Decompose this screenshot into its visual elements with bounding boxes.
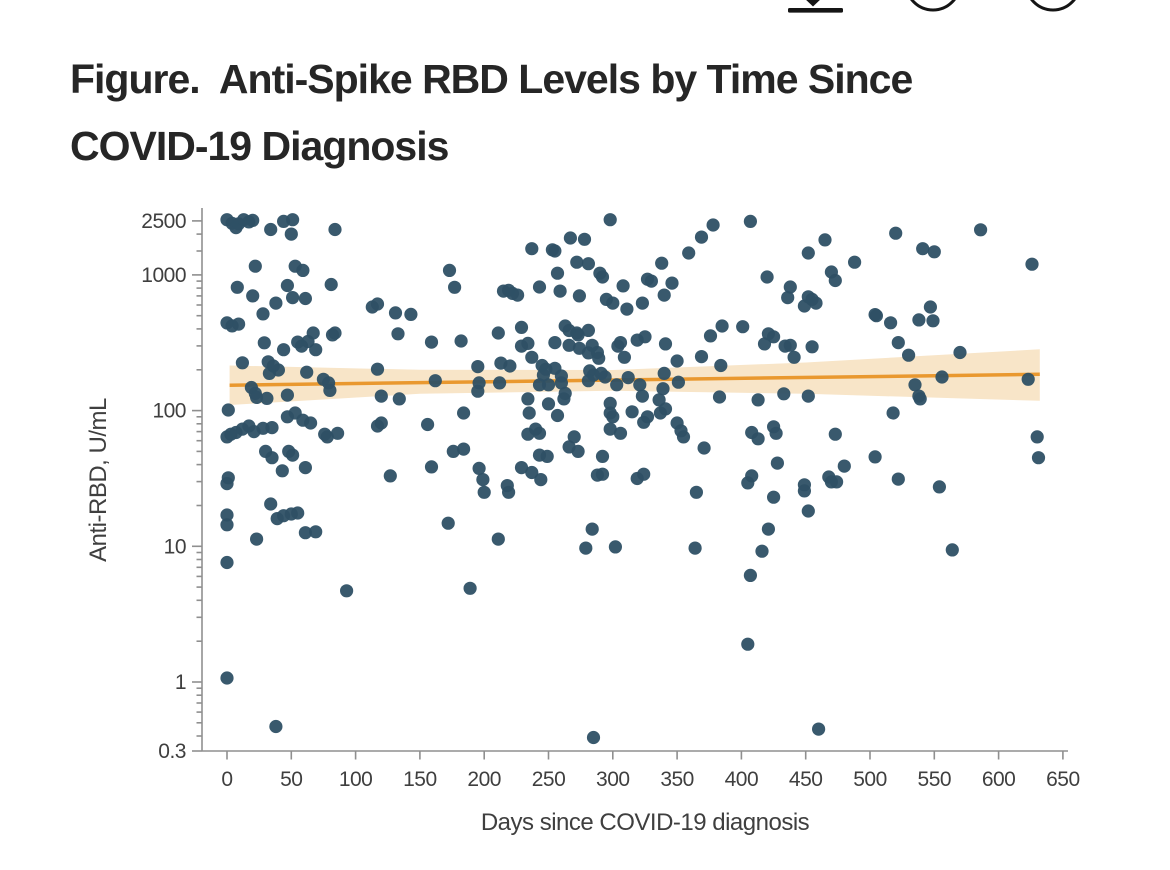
- svg-text:0: 0: [221, 768, 232, 791]
- scatter-points: [220, 213, 1046, 745]
- svg-text:300: 300: [596, 768, 630, 791]
- svg-text:550: 550: [918, 768, 952, 791]
- toolbar-icons: [788, 0, 1080, 13]
- svg-text:350: 350: [660, 768, 694, 791]
- x-axis-label: Days since COVID-19 diagnosis: [481, 809, 810, 836]
- svg-text:0.3: 0.3: [158, 740, 186, 763]
- svg-text:150: 150: [403, 768, 437, 791]
- axes: [192, 208, 1068, 760]
- svg-text:650: 650: [1046, 768, 1080, 791]
- svg-text:50: 50: [280, 768, 302, 791]
- trend-line: [229, 372, 1040, 387]
- svg-text:1000: 1000: [141, 264, 186, 287]
- y-axis-label: Anti-RBD, U/mL: [85, 398, 112, 562]
- svg-text:100: 100: [339, 768, 373, 791]
- y-tick-labels: 2500 1000 100 10 1 0.3: [141, 210, 186, 763]
- circle-button-icon[interactable]: [1026, 0, 1080, 12]
- x-tick-labels: 0 50 100 150 200 250 300 350 400 450 500 550 600 650: [221, 768, 1080, 791]
- svg-text:400: 400: [725, 768, 759, 791]
- svg-text:250: 250: [532, 768, 566, 791]
- svg-text:1: 1: [175, 671, 186, 694]
- svg-text:200: 200: [467, 768, 501, 791]
- svg-text:600: 600: [982, 768, 1016, 791]
- figure-title: Figure. Anti-Spike RBD Levels by Time Si…: [70, 56, 913, 169]
- svg-text:10: 10: [164, 535, 186, 558]
- download-icon[interactable]: [788, 0, 843, 13]
- svg-text:500: 500: [853, 768, 887, 791]
- svg-text:2500: 2500: [141, 210, 186, 233]
- svg-text:100: 100: [152, 400, 186, 423]
- svg-text:450: 450: [789, 768, 823, 791]
- circle-button-icon[interactable]: [906, 0, 960, 12]
